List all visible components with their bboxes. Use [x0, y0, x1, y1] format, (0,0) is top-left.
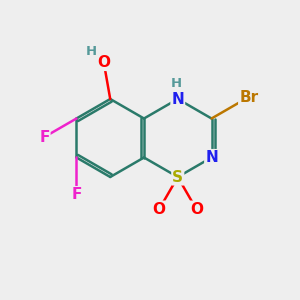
- Text: O: O: [97, 55, 110, 70]
- Text: O: O: [190, 202, 203, 217]
- Text: H: H: [85, 45, 97, 58]
- Text: F: F: [39, 130, 50, 145]
- Text: O: O: [153, 202, 166, 217]
- Text: N: N: [205, 150, 218, 165]
- Text: H: H: [171, 77, 182, 90]
- Text: S: S: [172, 169, 183, 184]
- Text: Br: Br: [239, 89, 258, 105]
- Text: F: F: [71, 187, 82, 202]
- Text: N: N: [171, 92, 184, 106]
